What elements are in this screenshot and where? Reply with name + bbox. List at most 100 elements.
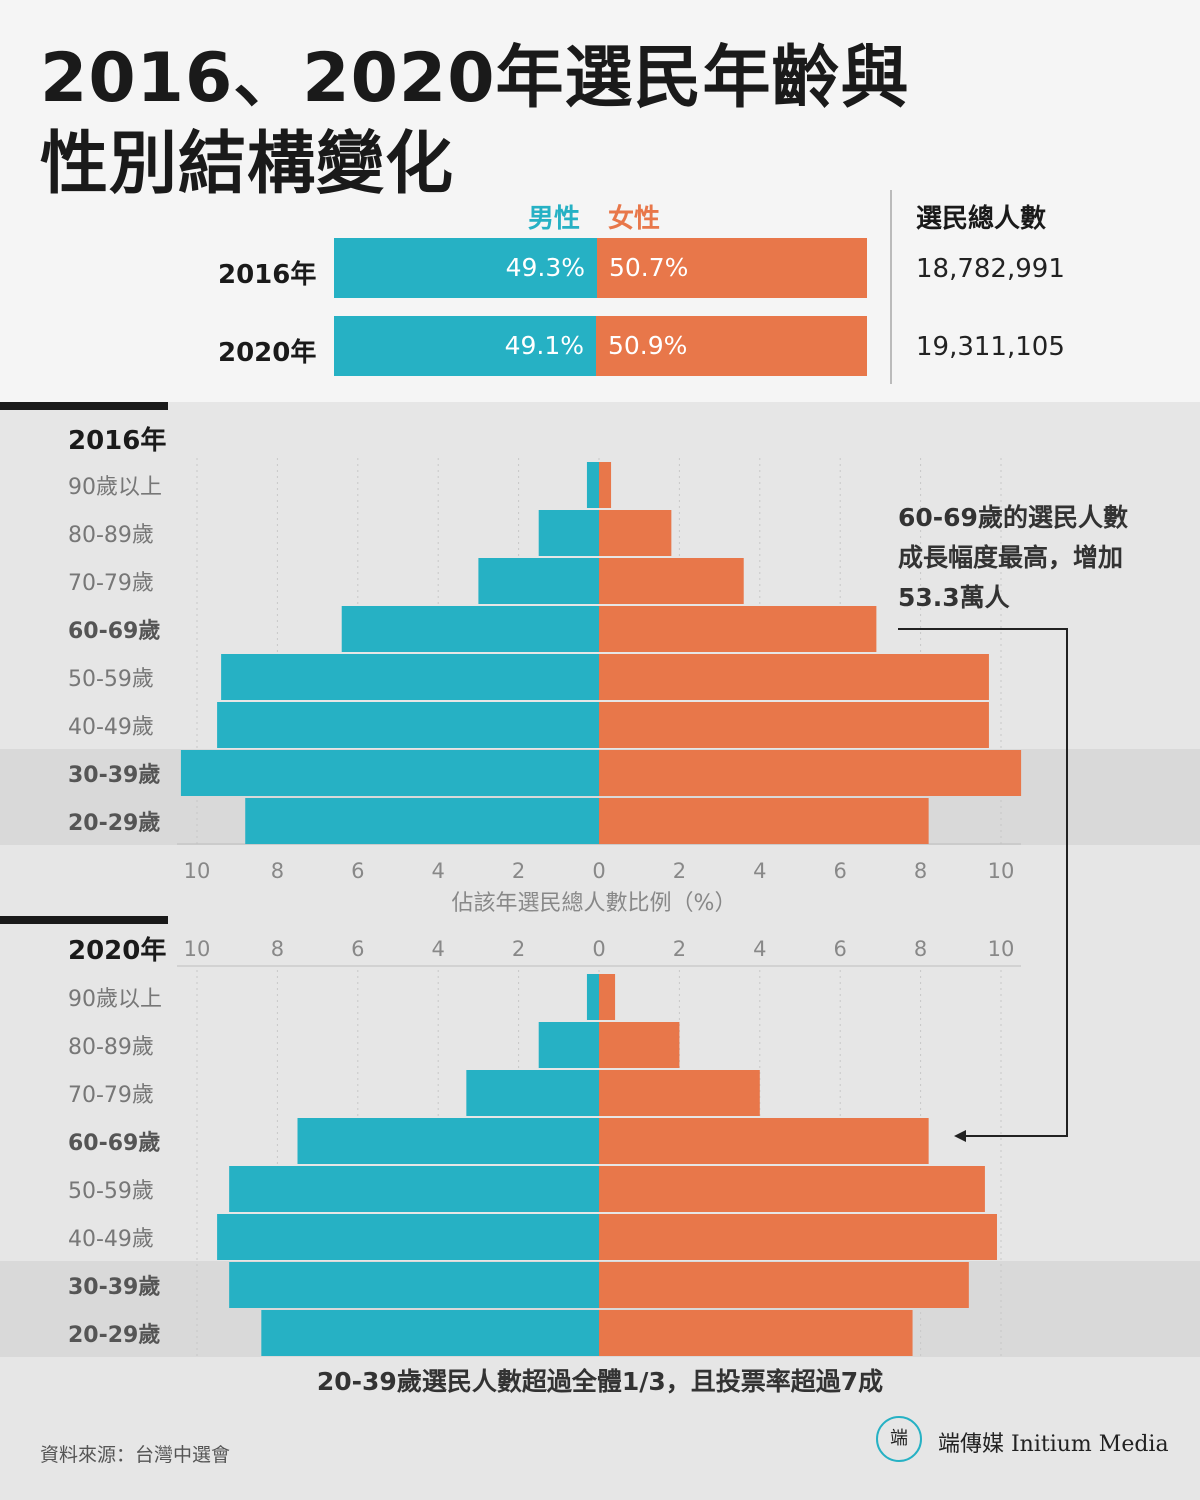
y-tick-label: 60-69歲 [68,619,160,644]
legend-female: 女性 [608,204,661,234]
total-voters-2020: 19,311,105 [916,332,1065,362]
y-tick-label: 20-29歲 [68,1323,160,1348]
bar-female [599,558,744,604]
x-tick-label: 6 [351,937,364,961]
summary-year-2020: 2020年 [218,338,317,368]
x-tick-label: 2 [673,937,686,961]
logo-glyph: 端 [890,1428,908,1449]
bar-male [221,654,599,700]
y-tick-label: 30-39歲 [68,763,160,788]
summary-bar-male-2016: 49.3% [334,238,597,298]
title-line-1: 2016、2020年選民年齡與 [40,39,910,118]
bar-female [599,1214,997,1260]
y-tick-label: 40-49歲 [68,1227,154,1252]
y-tick-label: 50-59歲 [68,667,154,692]
bar-female [599,510,672,556]
x-tick-label: 8 [271,859,284,883]
bar-female [599,798,929,844]
x-tick-label: 4 [432,937,445,961]
page-title: 2016、2020年選民年齡與 性別結構變化 [40,36,910,208]
bar-male [180,750,600,796]
bar-male [538,1022,599,1068]
bar-female [599,1070,760,1116]
bar-female [599,654,989,700]
x-tick-label: 8 [271,937,284,961]
bar-male [229,1262,599,1308]
summary-year-2016: 2016年 [218,260,317,290]
brand-name: 端傳媒 Initium Media [938,1432,1169,1457]
y-tick-label: 70-79歲 [68,1083,154,1108]
x-tick-label: 10 [184,937,211,961]
x-tick-label: 2 [673,859,686,883]
x-axis-label: 佔該年選民總人數比例（%） [452,891,737,916]
bar-female [599,606,877,652]
x-tick-label: 10 [988,859,1015,883]
annotation-connector [898,628,1068,1137]
bar-female [599,1166,985,1212]
y-tick-label: 60-69歲 [68,1131,160,1156]
bar-female [599,702,989,748]
summary-divider [890,190,892,384]
y-tick-label: 80-89歲 [68,523,154,548]
bar-male [217,702,599,748]
source-note: 資料來源：台灣中選會 [40,1444,231,1466]
section-title-2020: 2020年 [68,936,167,966]
section-title-2016: 2016年 [68,426,167,456]
bar-male [261,1310,599,1356]
bar-female [599,1262,969,1308]
annotation-line: 成長幅度最高，增加 [898,543,1124,572]
x-tick-label: 8 [914,937,927,961]
annotation-60-69: 60-69歲的選民人數 成長幅度最高，增加 53.3萬人 [898,498,1128,618]
x-tick-label: 2 [512,937,525,961]
y-tick-label: 70-79歲 [68,571,154,596]
arrow-head-icon [954,1130,966,1142]
x-tick-label: 0 [592,937,605,961]
x-tick-label: 6 [351,859,364,883]
bar-female [599,750,1022,796]
legend-male: 男性 [528,204,581,234]
bar-female [599,462,612,508]
summary-bar-female-2016: 50.7% [597,238,867,298]
x-tick-label: 8 [914,859,927,883]
x-tick-label: 10 [988,937,1015,961]
bar-male [297,1118,599,1164]
bar-female [599,1310,913,1356]
x-tick-label: 4 [753,937,766,961]
x-tick-label: 0 [592,859,605,883]
bar-male [478,558,599,604]
bar-female [599,974,616,1020]
total-voters-2016: 18,782,991 [916,254,1065,284]
annotation-line: 60-69歲的選民人數 [898,503,1128,532]
x-tick-label: 6 [834,859,847,883]
summary-bar-male-2020: 49.1% [334,316,596,376]
bar-female [599,1118,929,1164]
annotation-line: 53.3萬人 [898,583,1010,612]
title-line-2: 性別結構變化 [40,125,455,204]
initium-logo-icon: 端 [876,1416,922,1462]
y-tick-label: 30-39歲 [68,1275,160,1300]
bar-female [599,1022,680,1068]
x-tick-label: 2 [512,859,525,883]
bar-male [217,1214,599,1260]
y-tick-label: 20-29歲 [68,811,160,836]
bar-male [586,462,599,508]
y-tick-label: 90歲以上 [68,987,162,1012]
bar-male [586,974,599,1020]
x-tick-label: 4 [432,859,445,883]
section-rule-2020 [0,916,168,924]
total-voters-header: 選民總人數 [916,204,1047,234]
y-tick-label: 50-59歲 [68,1179,154,1204]
y-tick-label: 90歲以上 [68,475,162,500]
y-tick-label: 40-49歲 [68,715,154,740]
x-tick-label: 4 [753,859,766,883]
x-tick-label: 10 [184,859,211,883]
bar-male [229,1166,599,1212]
bar-male [245,798,600,844]
section-rule-2016 [0,402,168,410]
summary-bar-female-2020: 50.9% [596,316,867,376]
y-tick-label: 80-89歲 [68,1035,154,1060]
x-tick-label: 6 [834,937,847,961]
bar-male [341,606,599,652]
bar-male [538,510,599,556]
